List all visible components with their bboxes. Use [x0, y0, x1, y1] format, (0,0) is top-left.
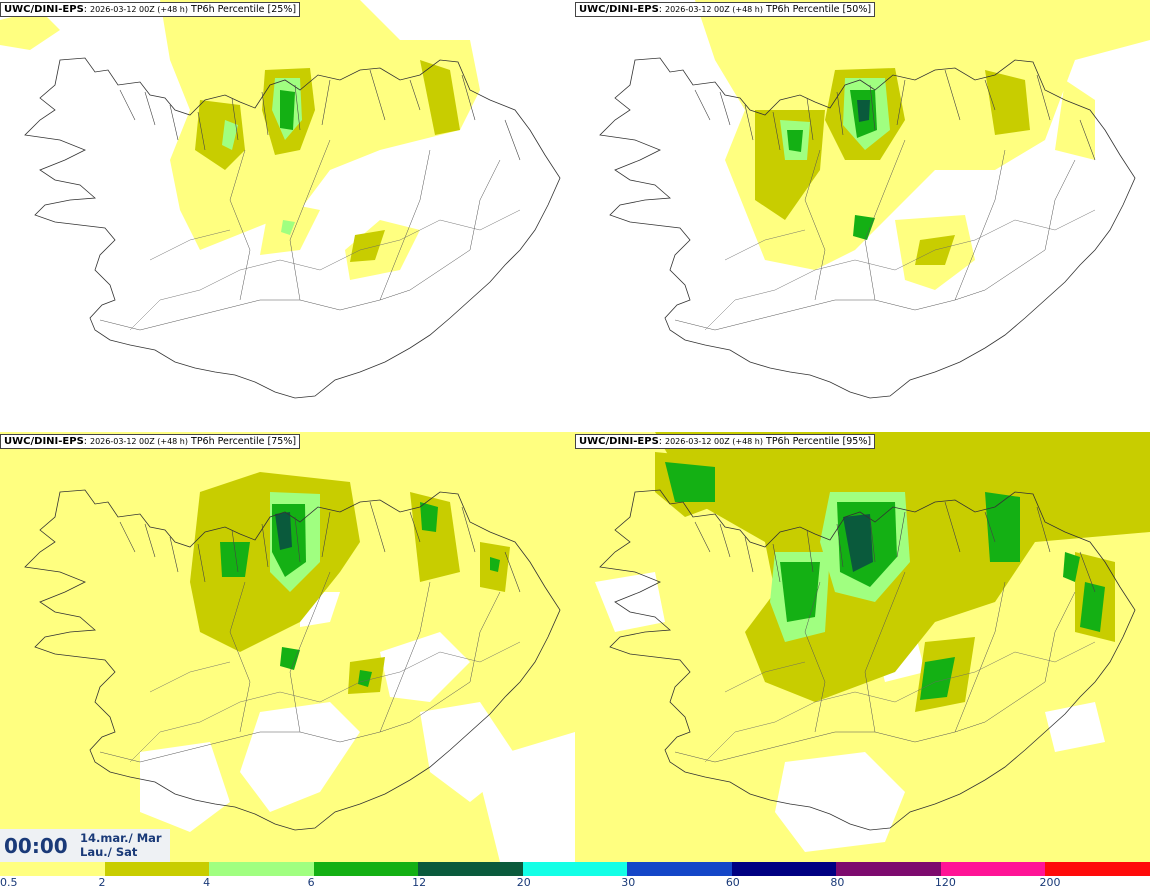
precip-shading [695, 0, 1150, 290]
colorbar-tick-label: 120 [934, 876, 956, 889]
colorbar-tick-label: 20 [516, 876, 531, 889]
precip-shading [0, 0, 480, 280]
panel-title: UWC/DINI-EPS: 2026-03-12 00Z (+48 h) TP6… [0, 434, 301, 449]
colorbar-swatch [0, 862, 105, 876]
colorbar-swatch [313, 862, 419, 876]
colorbar-tick-label: 60 [725, 876, 740, 889]
precip-map [0, 432, 575, 862]
map-panel-p75: UWC/DINI-EPS: 2026-03-12 00Z (+48 h) TP6… [0, 432, 575, 862]
colorbar-tick-label: 2 [98, 876, 106, 889]
map-panel-p95: UWC/DINI-EPS: 2026-03-12 00Z (+48 h) TP6… [575, 432, 1150, 862]
colorbar-swatch [209, 862, 314, 876]
colorbar-swatch [418, 862, 523, 876]
colorbar-swatch [1045, 862, 1150, 876]
colorbar-tick-label: 30 [621, 876, 636, 889]
precip-shading [595, 432, 1150, 852]
panel-title: UWC/DINI-EPS: 2026-03-12 00Z (+48 h) TP6… [575, 434, 876, 449]
colorbar-swatch [104, 862, 210, 876]
precip-map [599, 0, 1150, 399]
colorbar-tick-label: 200 [1039, 876, 1061, 889]
precip-map [0, 0, 561, 399]
precip-shading [140, 472, 575, 862]
valid-date: 14.mar./ Mar Lau./ Sat [80, 831, 162, 859]
precip-map [575, 432, 1150, 862]
colorbar-tick-label: 0.5 [0, 876, 18, 889]
colorbar-swatch [522, 862, 628, 876]
colorbar-tick-label: 80 [830, 876, 845, 889]
colorbar-swatch [731, 862, 837, 876]
colorbar-tick-label: 6 [307, 876, 315, 889]
colorbar-swatch [940, 862, 1046, 876]
colorbar-tick-label: 4 [203, 876, 211, 889]
valid-time-box: 00:00 14.mar./ Mar Lau./ Sat [0, 829, 170, 862]
map-panel-p25: UWC/DINI-EPS: 2026-03-12 00Z (+48 h) TP6… [0, 0, 575, 430]
colorbar [0, 862, 1150, 876]
panel-title: UWC/DINI-EPS: 2026-03-12 00Z (+48 h) TP6… [0, 2, 301, 17]
panel-title: UWC/DINI-EPS: 2026-03-12 00Z (+48 h) TP6… [575, 2, 876, 17]
colorbar-swatch [836, 862, 941, 876]
valid-time: 00:00 [4, 834, 68, 858]
colorbar-swatch [627, 862, 732, 876]
colorbar-ticks: 0.5 2 4 6 12 20 30 60 80 120 200 [0, 876, 1150, 891]
colorbar-tick-label: 12 [412, 876, 427, 889]
map-panel-p50: UWC/DINI-EPS: 2026-03-12 00Z (+48 h) TP6… [575, 0, 1150, 430]
